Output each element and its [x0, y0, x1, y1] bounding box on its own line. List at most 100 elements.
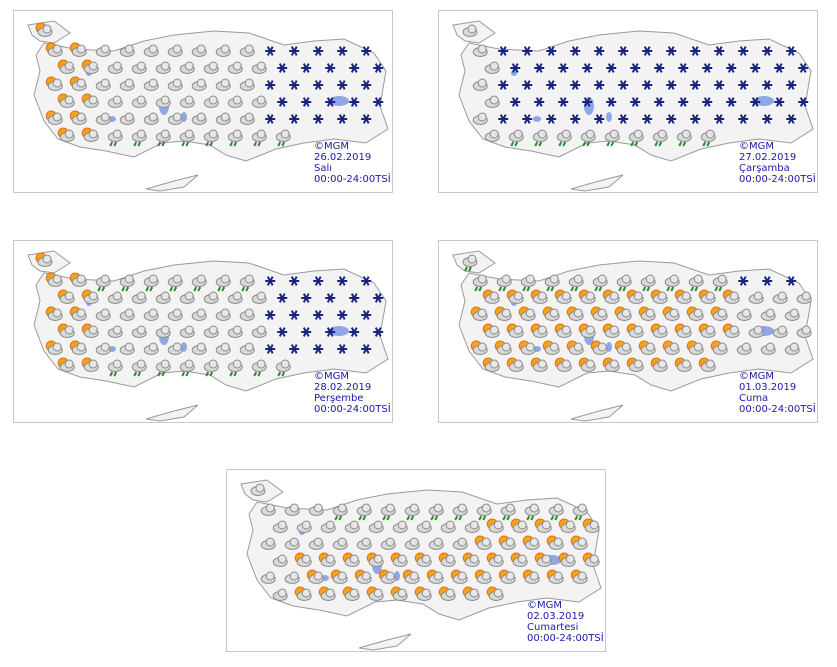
flake-arm: [338, 310, 346, 320]
weather-icon-cloud: [167, 112, 183, 125]
weather-icon-sun: [650, 323, 668, 338]
flake-arm: [326, 293, 334, 303]
cloud: [64, 61, 74, 71]
cloud: [112, 291, 122, 301]
flake-arm: [775, 97, 783, 107]
weather-icon-sun: [306, 569, 324, 584]
drop: [221, 286, 226, 292]
cloud: [112, 325, 122, 335]
drop: [277, 371, 282, 377]
cloud: [585, 325, 595, 335]
cloud: [681, 291, 691, 301]
flake-arm: [619, 114, 627, 124]
flake-arm: [350, 63, 358, 73]
weather-icon-sun: [638, 340, 656, 355]
weather-icon-sun: [494, 306, 512, 321]
weather-icon-cloud: [736, 308, 752, 321]
cloud: [467, 24, 477, 34]
cloud: [88, 61, 98, 71]
cloud: [477, 274, 487, 284]
weather-icon-rain: [380, 503, 396, 521]
cloud: [549, 274, 559, 284]
weather-icon-cloud: [203, 325, 219, 338]
weather-icon-snow: [361, 344, 372, 354]
flake-arm: [595, 46, 603, 56]
weather-icon-snow: [606, 97, 617, 107]
cloud: [565, 520, 575, 530]
cloud: [421, 554, 431, 564]
weather-icon-cloud: [452, 537, 468, 550]
cloud: [517, 554, 527, 564]
cloud: [469, 588, 479, 598]
weather-icon-rain: [356, 503, 372, 521]
weather-icon-sun: [554, 289, 572, 304]
cloud: [349, 520, 359, 530]
cyprus: [145, 404, 199, 422]
cloud: [76, 308, 86, 318]
flake-arm: [619, 80, 627, 90]
cloud: [373, 588, 383, 598]
drop: [538, 141, 543, 147]
weather-icon-snow: [570, 80, 581, 90]
cloud: [657, 359, 667, 369]
weather-icon-snow: [666, 114, 677, 124]
weather-icon-rain: [275, 129, 291, 147]
drop: [209, 141, 214, 147]
drop: [666, 286, 671, 292]
weather-icon-cloud: [95, 308, 111, 321]
cloud: [457, 537, 467, 547]
weather-icon-snow: [510, 97, 521, 107]
cloud: [409, 537, 419, 547]
weather-icon-rain: [251, 359, 267, 377]
flake-arm: [583, 63, 591, 73]
weather-icon-snow: [498, 46, 509, 56]
weather-icon-snow: [738, 276, 749, 286]
flake-arm: [547, 46, 555, 56]
weather-icon-snow: [618, 46, 629, 56]
weather-icon-cloud: [344, 520, 360, 533]
cloud: [301, 554, 311, 564]
flake-arm: [751, 63, 759, 73]
cloud: [553, 571, 563, 581]
flake-arm: [266, 310, 274, 320]
cloud: [232, 61, 242, 71]
weather-icon-snow: [313, 114, 324, 124]
cloud: [501, 274, 511, 284]
weather-icon-cloud: [203, 95, 219, 108]
drop: [474, 286, 479, 292]
weather-icon-sun: [81, 289, 99, 304]
weather-icon-cloud: [472, 78, 488, 91]
weather-icon-sun: [402, 569, 420, 584]
flake-arm: [607, 63, 615, 73]
weather-icon-sun: [69, 110, 87, 125]
cloud: [337, 503, 347, 513]
flake-arm: [739, 46, 747, 56]
weather-icon-rain: [640, 274, 656, 292]
weather-icon-snow: [558, 97, 569, 107]
flake-arm: [571, 114, 579, 124]
weather-icon-cloud: [356, 537, 372, 550]
weather-icon-cloud: [484, 129, 500, 142]
cloud: [277, 554, 287, 564]
cloud: [513, 325, 523, 335]
cloud: [244, 44, 254, 54]
cloud: [505, 537, 515, 547]
flake-arm: [691, 46, 699, 56]
flake-arm: [775, 63, 783, 73]
drop: [562, 141, 567, 147]
weather-icon-snow: [289, 344, 300, 354]
cloud: [160, 291, 170, 301]
drop: [410, 515, 415, 521]
flake-arm: [523, 46, 531, 56]
weather-icon-cloud: [484, 95, 500, 108]
weather-icon-sun: [57, 323, 75, 338]
weather-icon-snow: [714, 80, 725, 90]
weather-icon-cloud: [784, 308, 800, 321]
cloud: [693, 342, 703, 352]
drop: [506, 515, 511, 521]
flake-arm: [763, 80, 771, 90]
drop: [406, 515, 411, 521]
flake-arm: [302, 97, 310, 107]
weather-icon-snow: [277, 97, 288, 107]
cloud: [42, 254, 52, 264]
